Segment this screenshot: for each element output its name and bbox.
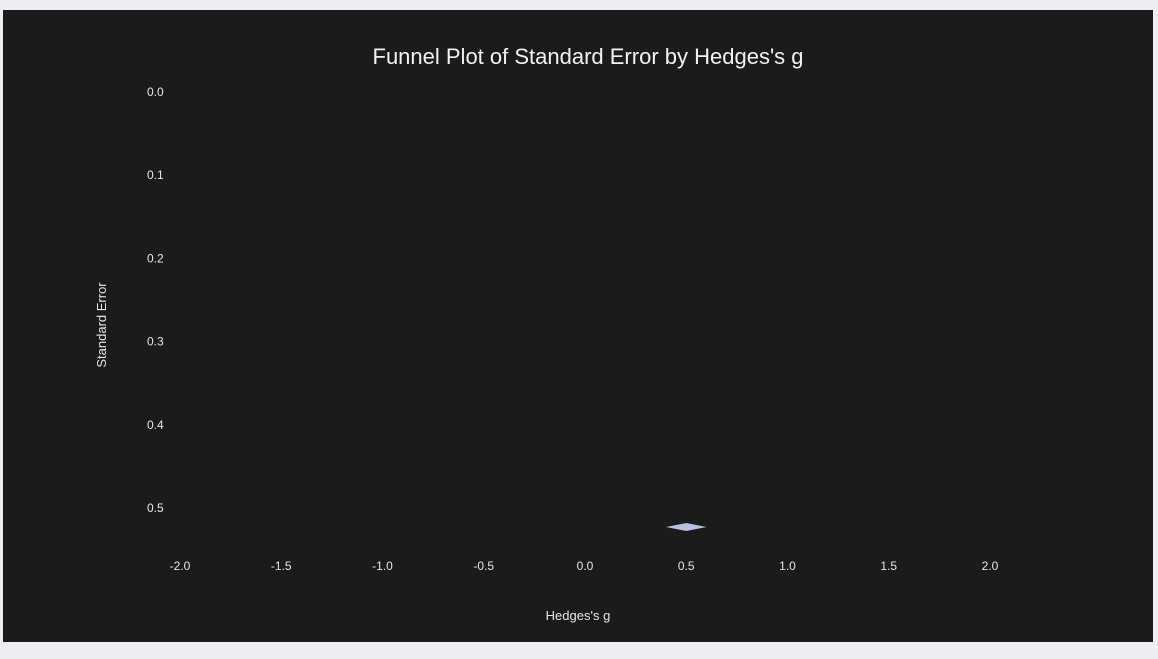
y-tick-label: 0.3 [147, 335, 164, 349]
y-tick-label: 0.1 [147, 168, 164, 182]
y-tick-label: 0.4 [147, 418, 164, 432]
x-tick-label: -1.5 [271, 559, 292, 573]
plot-panel [3, 10, 1153, 642]
x-tick-labels: -2.0 -1.5 -1.0 -0.5 0.0 0.5 1.0 1.5 2.0 [170, 559, 999, 573]
y-axis-label: Standard Error [94, 282, 109, 368]
summary-diamond [666, 523, 707, 531]
x-tick-label: 1.0 [779, 559, 796, 573]
x-tick-label: 2.0 [982, 559, 999, 573]
y-tick-label: 0.5 [147, 501, 164, 515]
x-tick-label: -2.0 [170, 559, 191, 573]
x-tick-label: -1.0 [372, 559, 393, 573]
x-axis-label: Hedges's g [546, 608, 611, 623]
x-tick-label: 0.5 [678, 559, 695, 573]
y-tick-label: 0.2 [147, 251, 164, 265]
x-tick-label: 1.5 [880, 559, 897, 573]
y-tick-label: 0.0 [147, 85, 164, 99]
x-tick-label: 0.0 [577, 559, 594, 573]
chart-title: Funnel Plot of Standard Error by Hedges'… [373, 44, 804, 69]
y-tick-labels: 0.0 0.1 0.2 0.3 0.4 0.5 [147, 85, 164, 515]
x-tick-label: -0.5 [473, 559, 494, 573]
